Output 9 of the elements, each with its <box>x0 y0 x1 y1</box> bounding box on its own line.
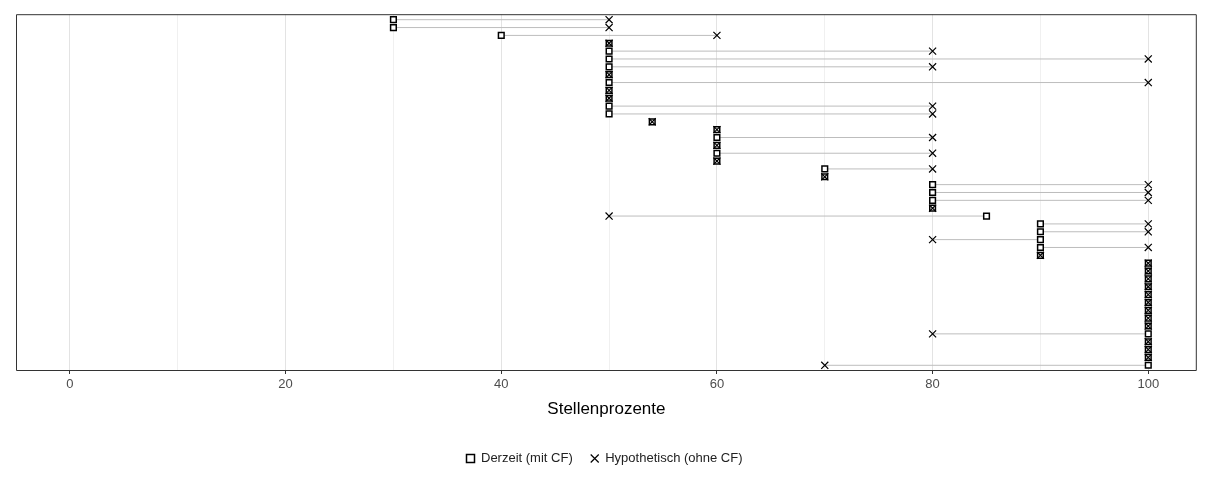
x-tick-label: 0 <box>66 376 74 392</box>
x-tick-label: 60 <box>709 376 725 392</box>
x-tick-label: 40 <box>494 376 509 392</box>
x-tick-label: 20 <box>278 376 293 392</box>
legend-label: Derzeit (mit CF) <box>481 450 573 466</box>
x-axis-title: Stellenprozente <box>547 399 666 419</box>
legend-label: Hypothetisch (ohne CF) <box>605 450 743 466</box>
x-tick-label: 100 <box>1137 376 1160 392</box>
x-tick-label: 80 <box>925 376 940 392</box>
